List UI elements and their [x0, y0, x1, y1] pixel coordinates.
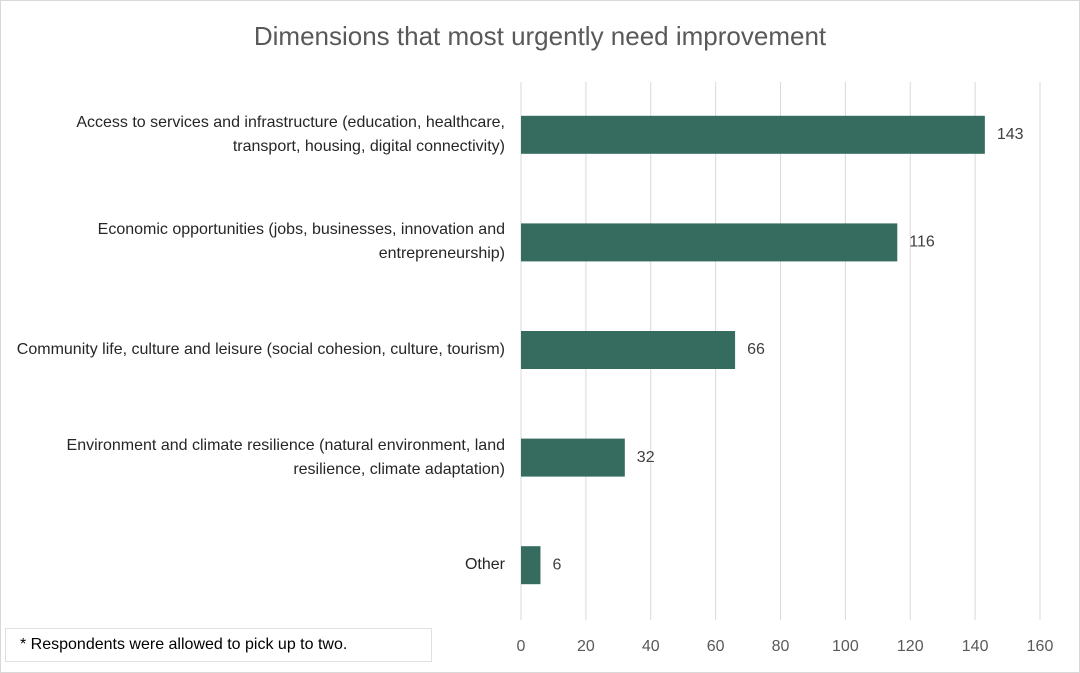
x-tick-label: 100: [832, 638, 859, 655]
x-tick-label: 60: [707, 638, 725, 655]
x-tick-label: 40: [642, 638, 660, 655]
y-tick-label: Access to services and infrastructure (e…: [76, 113, 505, 155]
bar: [521, 223, 898, 262]
y-tick-label: Environment and climate resilience (natu…: [66, 436, 505, 478]
y-tick-label: Community life, culture and leisure (soc…: [16, 341, 505, 358]
bar: [521, 115, 985, 154]
bar: [521, 438, 625, 477]
y-tick-label: Other: [464, 556, 505, 574]
x-tick-label: 0: [517, 638, 526, 655]
x-tick-label: 160: [1027, 638, 1054, 655]
x-tick-label: 80: [772, 638, 790, 655]
chart-title: Dimensions that most urgently need impro…: [254, 21, 827, 51]
bar: [521, 331, 736, 369]
data-label: 32: [637, 449, 655, 466]
data-label: 66: [747, 341, 765, 358]
x-tick-label: 20: [577, 638, 595, 655]
data-label: 116: [909, 234, 935, 251]
data-label: 6: [552, 556, 561, 573]
footnote: * Respondents were allowed to pick up to…: [5, 628, 432, 662]
bar: [521, 546, 541, 585]
data-label: 143: [997, 126, 1024, 143]
x-tick-label: 140: [962, 638, 989, 655]
y-tick-label: Economic opportunities (jobs, businesses…: [97, 221, 505, 263]
x-tick-label: 120: [897, 638, 924, 655]
